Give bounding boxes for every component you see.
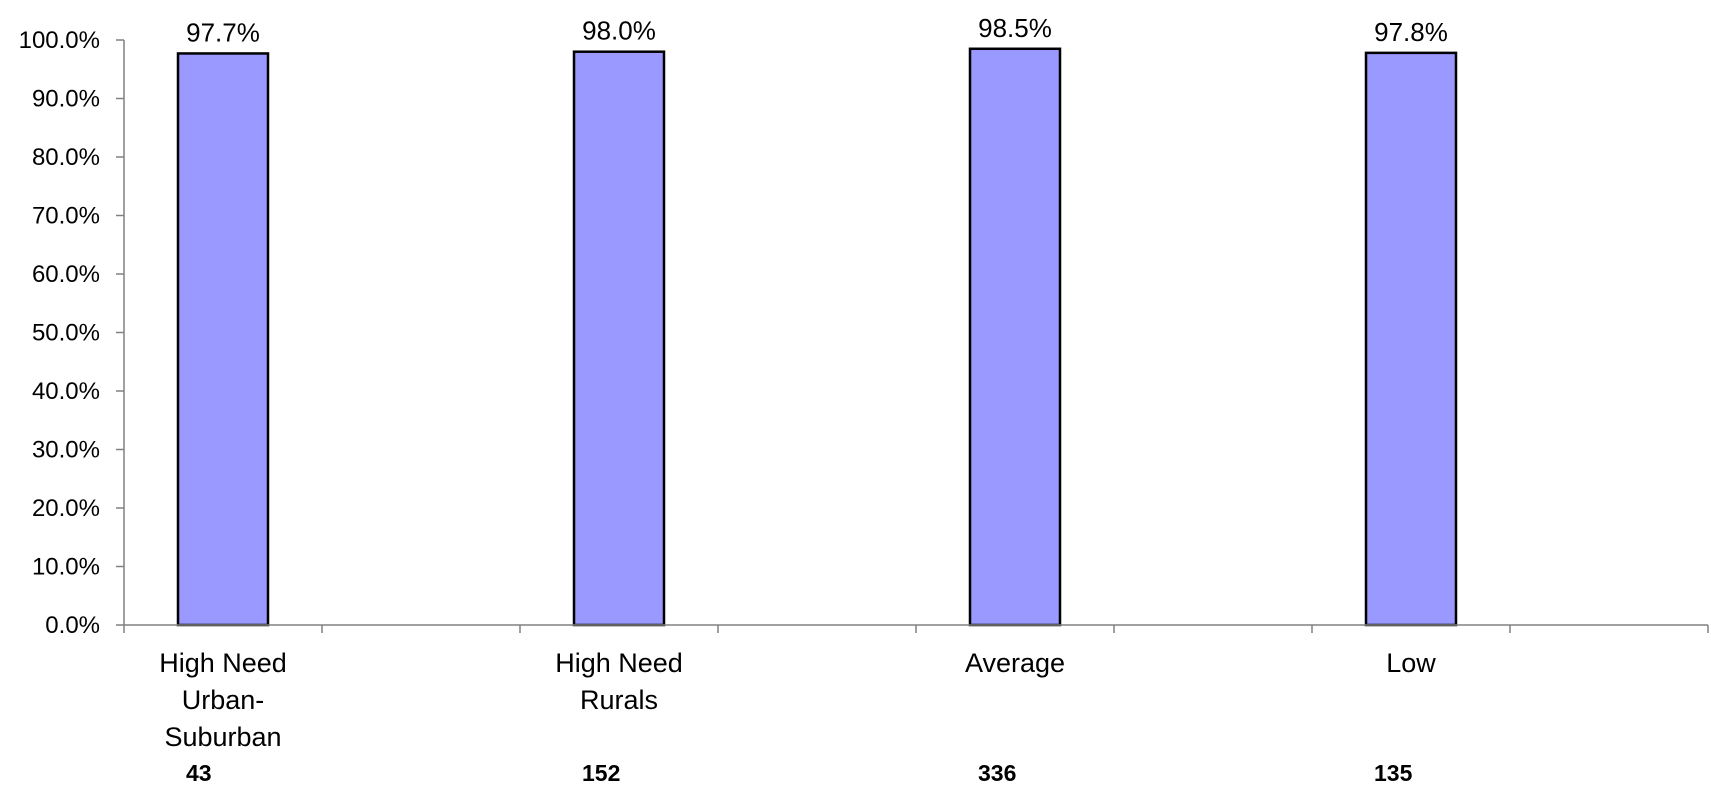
category-count-label: 135 xyxy=(1374,760,1413,785)
bar-data-label: 97.7% xyxy=(186,17,260,47)
y-tick-label: 60.0% xyxy=(32,261,100,288)
y-axis-ticks: 0.0% 10.0% 20.0% 30.0% 40.0% 50.0% 60.0% 70.0% 8… xyxy=(19,27,124,639)
y-tick-label: 40.0% xyxy=(32,378,100,405)
y-tick-label: 70.0% xyxy=(32,203,100,230)
bars xyxy=(176,47,1458,627)
y-tick-label: 50.0% xyxy=(32,320,100,347)
bar xyxy=(176,52,270,627)
category-label: Rurals xyxy=(580,685,658,715)
category-label: Suburban xyxy=(164,722,281,752)
category-label: Average xyxy=(965,648,1065,678)
y-tick-label: 10.0% xyxy=(32,554,100,581)
category-count-label: 336 xyxy=(978,760,1016,785)
y-tick-label: 30.0% xyxy=(32,437,100,464)
bar xyxy=(572,50,666,627)
y-tick-label: 80.0% xyxy=(32,144,100,171)
category-label: Urban- xyxy=(182,685,265,715)
bar xyxy=(968,47,1062,627)
labels: 97.7% High Need Urban- Suburban 43 98.0% High … xyxy=(159,13,1448,785)
category-label: High Need xyxy=(555,648,683,678)
bar-data-label: 98.0% xyxy=(582,16,656,46)
y-tick-label: 100.0% xyxy=(19,27,100,54)
category-label: Low xyxy=(1386,648,1436,678)
bar-data-label: 98.5% xyxy=(978,13,1052,43)
y-tick-label: 20.0% xyxy=(32,495,100,522)
y-tick-label: 0.0% xyxy=(45,612,100,639)
category-label: High Need xyxy=(159,648,287,678)
bar-data-label: 97.8% xyxy=(1374,17,1448,47)
category-count-label: 43 xyxy=(186,760,212,785)
category-count-label: 152 xyxy=(582,760,620,785)
bar xyxy=(1364,51,1458,627)
x-axis-ticks xyxy=(123,625,1709,633)
y-tick-label: 90.0% xyxy=(32,86,100,113)
